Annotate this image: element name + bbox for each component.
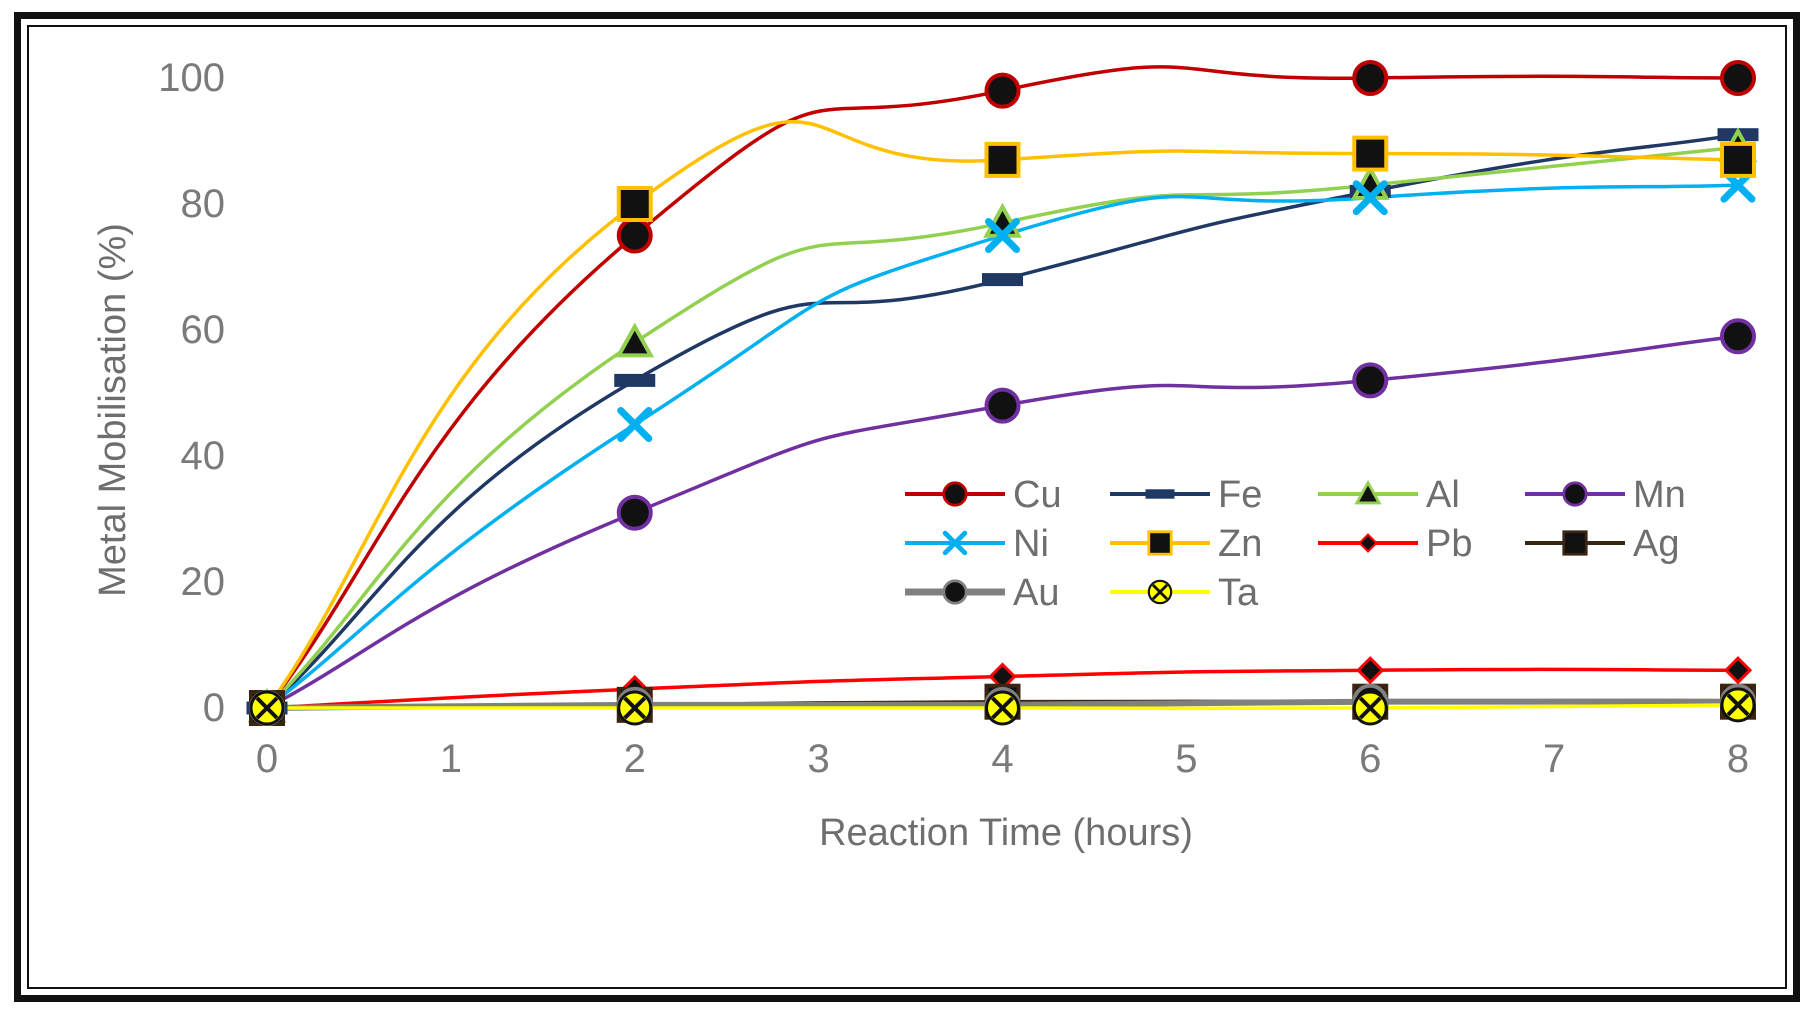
legend-marker-ag [1562,530,1588,556]
series-line-ni [265,183,1739,710]
legend-entry-cu: Cu [905,474,1062,516]
legend-entry-zn: Zn [1110,523,1262,565]
point-ta-2 [617,690,653,726]
point-ta-2-stroke-b [623,696,647,720]
point-mn-2 [616,494,653,531]
point-ni-2-stroke-b [617,407,653,442]
point-al-2 [615,322,655,358]
legend-entry-fe: Fe [1110,474,1262,516]
chart-frame [14,12,1800,1002]
point-zn-4 [984,141,1021,178]
point-ta-0-stroke-b [255,696,279,720]
legend-marker-ni [942,530,968,556]
series-line-fe [265,132,1739,710]
legend-marker-ta [1147,579,1173,605]
legend-label-cu: Cu [1013,474,1062,516]
point-ta-8-stroke-b [1726,693,1750,717]
x-tick-label-6: 6 [1359,737,1381,781]
legend-marker-al [1354,479,1382,505]
point-ni-6 [1352,180,1388,216]
point-ta-8 [1720,687,1756,723]
point-cu-8 [1720,60,1756,96]
x-tick-label-1: 1 [440,737,462,781]
legend-label-zn: Zn [1218,523,1262,565]
point-zn-6 [1352,135,1389,172]
point-ta-4-stroke-b [991,696,1014,720]
legend-marker-fe [1145,489,1175,499]
series-line-zn [265,119,1739,710]
x-tick-label-2: 2 [624,737,646,781]
axes-layer: 0 20 40 60 80 100 0 1 2 3 4 5 6 7 8 [158,56,1749,781]
x-tick-label-3: 3 [808,737,830,781]
point-zn-2 [616,186,653,222]
y-tick-label-40: 40 [181,434,226,478]
y-tick-label-80: 80 [181,182,226,226]
legend-label-al: Al [1426,474,1460,516]
legend-label-mn: Mn [1633,474,1686,516]
point-cu-4 [984,72,1021,109]
point-fe-4 [982,273,1023,287]
point-mn-4 [984,387,1021,424]
legend-marker-au [942,579,968,605]
legend-entry-pb: Pb [1318,523,1472,565]
legend-marker-ta-stroke-b [1152,584,1168,600]
markers-layer [246,60,1759,726]
legend-label-fe: Fe [1218,474,1262,516]
legend-entry-ag: Ag [1525,523,1679,565]
legend-marker-cu [942,481,968,507]
legend-label-au: Au [1013,572,1059,614]
x-axis-title: Reaction Time (hours) [819,812,1193,854]
legend-label-pb: Pb [1426,523,1472,565]
point-pb-6 [1356,656,1385,685]
point-cu-2 [616,217,653,254]
point-ni-4 [985,218,1020,253]
y-tick-label-60: 60 [181,308,226,352]
legend-marker-zn [1147,530,1173,556]
point-fe-2 [614,373,656,387]
legend-marker-mn [1562,481,1588,507]
legend: Cu Fe Al Mn Ni Zn Pb Ag Au Ta [905,474,1686,614]
legend-label-ag: Ag [1633,523,1679,565]
y-tick-label-0: 0 [203,686,225,730]
x-tick-label-8: 8 [1727,737,1749,781]
point-ni-2 [617,407,653,442]
x-tick-label-0: 0 [256,737,278,781]
legend-entry-au: Au [905,572,1059,614]
y-tick-label-20: 20 [181,560,226,604]
legend-label-ni: Ni [1013,523,1049,565]
legend-entry-mn: Mn [1525,474,1686,516]
point-zn-8 [1720,141,1756,178]
y-axis-title: Metal Mobilisation (%) [92,223,134,597]
y-tick-label-100: 100 [158,56,225,100]
point-mn-6 [1352,362,1389,399]
legend-entry-ni: Ni [905,523,1049,565]
point-ta-6-stroke-b [1358,696,1382,720]
series-line-al [265,145,1739,710]
x-tick-label-5: 5 [1175,737,1197,781]
legend-label-ta: Ta [1218,572,1259,614]
chart-inner-border [27,25,1787,989]
legend-entry-al: Al [1318,474,1460,516]
point-mn-8 [1720,318,1756,355]
point-ni-4-stroke-b [985,218,1020,253]
point-cu-6 [1352,60,1389,96]
x-tick-label-7: 7 [1543,737,1565,781]
legend-marker-pb [1358,533,1378,553]
legend-entry-ta: Ta [1110,572,1259,614]
point-ta-4 [985,690,1020,726]
legend-marker-ni-stroke-b [942,530,968,556]
point-ni-6-stroke-b [1352,180,1388,216]
series-line-cu [265,65,1739,710]
point-ta-6 [1352,690,1388,726]
point-ta-0 [249,690,285,726]
point-pb-8 [1723,656,1753,685]
x-tick-label-4: 4 [991,737,1013,781]
